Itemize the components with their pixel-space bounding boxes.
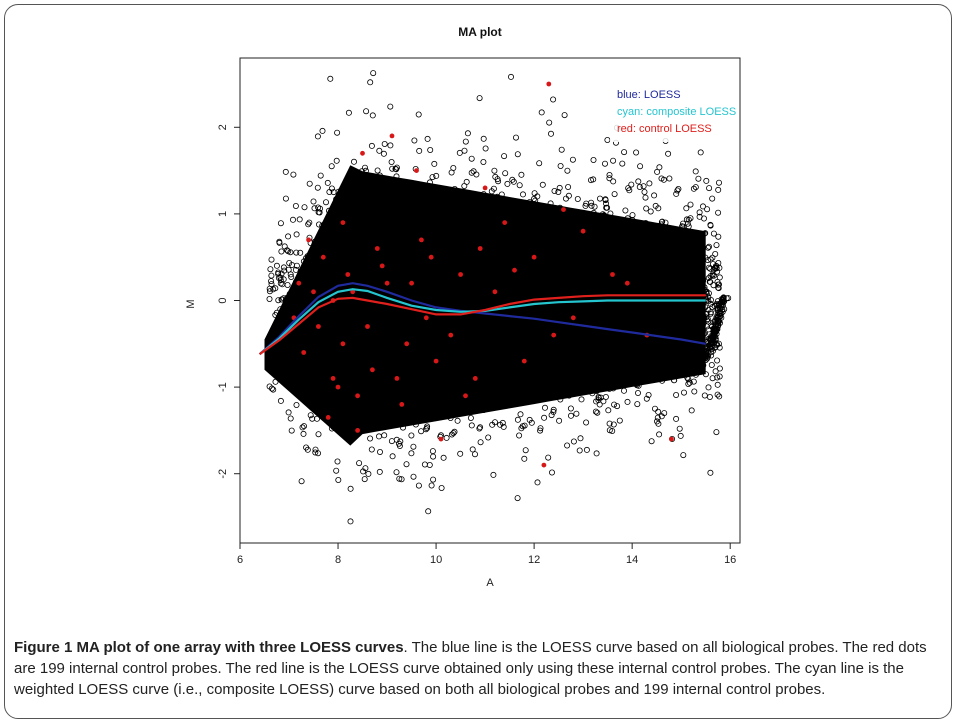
x-tick-label: 16 [724,554,736,566]
chart-title: MA plot [458,25,502,39]
control-probe-point [394,376,400,381]
cyan-loess-line [258,288,706,356]
caption-text: . The blue line is the LOESS curve based… [14,639,927,698]
y-tick-label: 2 [217,124,229,130]
control-probe-point [419,237,424,243]
control-probe-point [561,207,566,213]
legend-entry: red: control LOESS [617,123,712,135]
control-probe-point [610,272,615,277]
control-probe-point [428,254,434,260]
control-probe-point [389,133,395,139]
legend-background [610,84,734,142]
control-probe-point [570,315,576,321]
control-probe-point [350,289,356,295]
legend-entry: cyan: composite LOESS [617,106,736,118]
control-probe-point [433,358,439,364]
control-probe-point [306,237,311,243]
figure-title: MA plot of one array with three LOESS cu… [76,639,404,656]
control-probe-points [291,81,674,468]
control-probe-point [404,341,410,347]
control-probe-point [477,246,483,251]
y-tick-label: -2 [217,469,229,479]
y-tick-label: 0 [217,297,229,303]
x-tick-label: 12 [528,554,540,566]
control-probe-point [330,376,336,381]
control-probe-point [340,220,346,226]
control-probe-point [311,289,316,295]
loess-curves [258,282,706,356]
y-tick-label: -1 [217,382,229,392]
y-axis-label: M [185,299,197,308]
control-probe-point [669,436,674,442]
control-probe-point [301,350,307,355]
legend-entry: blue: LOESS [617,89,681,101]
control-probe-point [521,358,527,364]
control-probe-point [335,384,341,390]
control-probe-point [541,462,547,468]
control-probe-point [624,280,630,286]
x-tick-label: 14 [626,554,638,566]
y-tick-label: 1 [217,211,229,217]
control-probe-point [551,332,557,338]
control-probe-point [458,272,463,277]
control-probe-point [512,267,517,273]
probe-points [264,70,732,525]
control-probe-point [384,280,390,286]
control-probe-point [472,376,478,381]
control-probe-point [438,436,444,442]
control-probe-point [325,415,331,420]
control-probe-point [399,402,405,407]
control-probe-point [360,150,365,156]
figure-caption: Figure 1 MA plot of one array with three… [14,637,942,700]
control-probe-point [423,315,429,321]
control-probe-point [365,324,370,329]
control-probe-point [379,263,385,269]
control-probe-point [482,185,488,191]
control-probe-point [340,341,346,347]
control-probe-point [414,168,419,174]
red-loess-line [258,294,706,356]
control-probe-point [355,428,360,433]
control-probe-point [370,367,375,373]
x-tick-label: 6 [237,554,243,566]
control-probe-point [345,272,351,277]
control-probe-point [320,254,326,260]
figure-label: Figure 1 [14,639,73,656]
control-probe-point [316,324,321,329]
control-probe-point [502,220,508,226]
x-axis-label: A [486,577,494,589]
control-probe-point [531,254,537,260]
control-probe-point [409,280,414,286]
x-tick-label: 8 [335,554,341,566]
legend: blue: LOESS cyan: composite LOESS red: con… [610,84,736,142]
control-probe-point [463,393,468,399]
control-probe-point [546,81,552,87]
control-probe-point [374,246,380,251]
control-probe-point [580,228,586,234]
x-tick-label: 10 [430,554,442,566]
control-probe-point [355,393,360,399]
control-probe-point [492,289,498,295]
control-probe-point [448,332,454,338]
control-probe-point [296,280,302,286]
